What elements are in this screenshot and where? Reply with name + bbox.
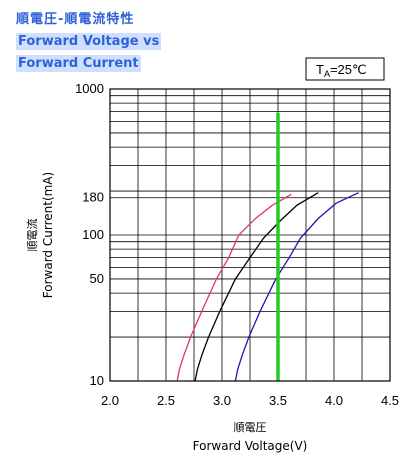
title-english-line2: Forward Current (16, 55, 141, 72)
x-tick-label: 4.0 (325, 393, 343, 408)
series-line-3 (234, 192, 359, 382)
grid (110, 89, 390, 381)
x-tick-labels: 2.0 2.5 3.0 3.5 4.0 4.5 (101, 393, 399, 408)
condition-value: =25℃ (330, 62, 367, 77)
title-block: 順電圧-順電流特性 Forward Voltage vs Forward Cur… (16, 8, 162, 74)
y-tick-label: 1000 (75, 81, 104, 96)
x-axis-label: Forward Voltage(V) (193, 439, 308, 453)
series-group (176, 192, 359, 382)
condition-label: TA=25℃ (316, 62, 367, 79)
condition-subscript: A (324, 69, 330, 79)
x-tick-label: 3.5 (269, 393, 287, 408)
x-tick-label: 2.5 (157, 393, 175, 408)
x-axis-label-japanese: 順電圧 (234, 421, 267, 434)
condition-frame (305, 57, 385, 81)
y-axis-label: Forward Current(mA) (41, 172, 55, 298)
x-tick-label: 2.0 (101, 393, 119, 408)
y-tick-label: 180 (82, 190, 104, 205)
x-tick-label: 4.5 (381, 393, 399, 408)
y-tick-label: 10 (90, 373, 104, 388)
y-axis-label-japanese: 順電流 (25, 219, 39, 252)
condition-symbol: T (316, 62, 324, 77)
y-tick-label: 100 (82, 227, 104, 242)
title-japanese: 順電圧-順電流特性 (16, 12, 135, 27)
x-tick-label: 3.0 (213, 393, 231, 408)
series-line-2 (194, 192, 319, 382)
y-tick-label: 50 (90, 271, 104, 286)
series-line-1 (176, 193, 292, 382)
plot-frame (109, 88, 391, 382)
condition-box: TA=25℃ (305, 57, 385, 81)
title-english-line1: Forward Voltage vs (16, 33, 162, 50)
y-tick-labels: 10 50 100 180 1000 (75, 81, 104, 388)
